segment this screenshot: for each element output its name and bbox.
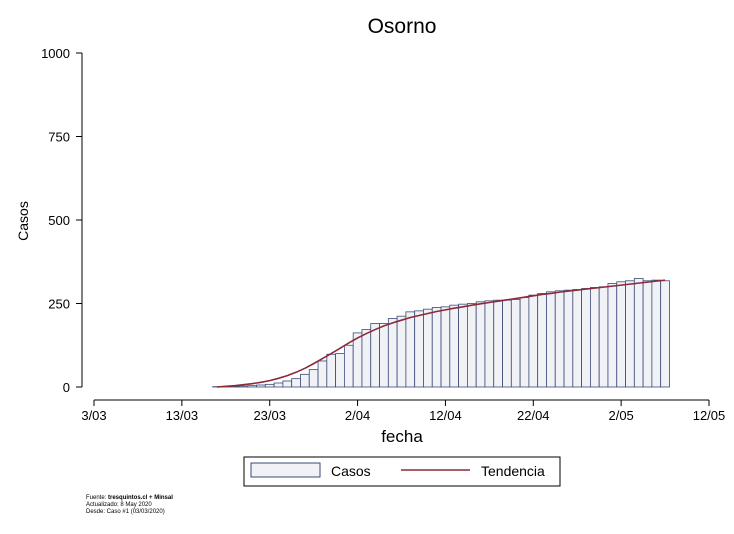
x-tick-label: 13/03 [166, 408, 199, 423]
bar [616, 281, 626, 388]
legend-label-tendencia: Tendencia [481, 463, 545, 479]
y-tick-label: 0 [63, 380, 70, 395]
bar [343, 344, 354, 388]
bar [563, 289, 574, 388]
source-label: Fuente: [86, 495, 109, 501]
bar [651, 279, 662, 388]
bar [405, 311, 416, 388]
bar [502, 299, 512, 388]
x-tick-label: 2/05 [608, 408, 633, 423]
trend-group [216, 279, 666, 388]
bar [660, 280, 670, 388]
bar [598, 286, 609, 388]
bar [396, 315, 407, 388]
y-axis-label: Casos [15, 201, 31, 241]
bar [440, 306, 451, 388]
bar [510, 299, 521, 388]
y-axis: 0 250 500 750 1000 [41, 46, 83, 395]
bar [554, 290, 565, 388]
y-tick-label: 500 [48, 213, 70, 228]
bar [625, 280, 635, 388]
bar [238, 385, 249, 388]
bar [308, 369, 319, 388]
bar [247, 385, 257, 388]
bars-group [212, 278, 670, 388]
bar [291, 378, 301, 388]
y-tick-label: 1000 [41, 46, 70, 61]
bar [607, 283, 618, 388]
bar [519, 297, 530, 388]
bar [326, 353, 337, 388]
bar [633, 278, 644, 388]
bar [414, 310, 424, 388]
bar [264, 383, 275, 388]
bar [449, 304, 460, 388]
bar [423, 308, 433, 388]
legend-swatch-casos [250, 462, 321, 478]
bar [387, 318, 398, 388]
bar [493, 299, 503, 388]
bar [300, 373, 310, 388]
bar [361, 329, 372, 388]
bar [528, 294, 539, 388]
bar [589, 287, 600, 388]
x-tick-label: 12/04 [429, 408, 462, 423]
bar [484, 300, 495, 388]
trend-line [216, 279, 666, 388]
y-tick-label: 750 [48, 130, 70, 145]
bar [537, 293, 547, 388]
x-tick-label: 22/04 [517, 408, 550, 423]
x-tick-label: 12/05 [693, 408, 726, 423]
bar [572, 289, 583, 388]
bar [317, 360, 328, 388]
y-tick-label: 250 [48, 297, 70, 312]
bar [546, 291, 556, 388]
bar [581, 288, 591, 388]
bar [273, 382, 284, 388]
x-tick-label: 2/04 [345, 408, 370, 423]
legend: Casos Tendencia [243, 456, 561, 487]
x-axis: 3/03 13/03 23/03 2/04 12/04 22/04 2/05 12/05 [81, 399, 726, 423]
x-tick-label: 23/03 [253, 408, 286, 423]
chart-title: Osorno [368, 15, 437, 38]
bar [379, 323, 389, 388]
bar [370, 323, 380, 388]
bar [282, 380, 293, 388]
bar [642, 280, 653, 388]
bar [431, 307, 442, 388]
x-axis-label: fecha [381, 427, 423, 446]
bar [335, 353, 345, 388]
bar [256, 384, 266, 388]
bar [352, 332, 363, 388]
source-value: tresquintos.cl + Minsal [108, 495, 173, 501]
bar [475, 301, 486, 388]
bar [458, 303, 468, 388]
x-tick-label: 3/03 [81, 408, 106, 423]
legend-label-casos: Casos [331, 463, 371, 479]
updated-note: Actualizado: 8 May 2020 [86, 502, 152, 508]
source-note: Fuente: tresquintos.cl + Minsal [86, 495, 173, 502]
since-note: Desde: Caso #1 (03/03/2020) [86, 509, 165, 515]
bar [466, 303, 477, 388]
